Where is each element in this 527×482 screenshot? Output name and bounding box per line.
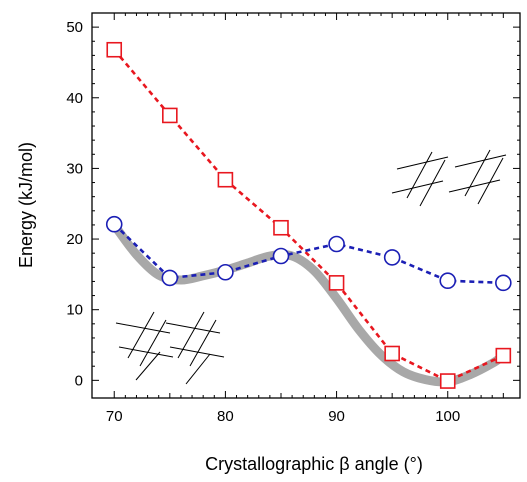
y-tick-label-20: 20 xyxy=(66,231,83,248)
circle-point-7 xyxy=(495,274,512,292)
plot-frame xyxy=(91,12,521,399)
circle-point-3 xyxy=(272,247,290,265)
x-tick-label-70: 70 xyxy=(106,408,123,425)
circle-point-0 xyxy=(105,215,123,233)
y-tick-label-10: 10 xyxy=(66,302,83,319)
square-point-3 xyxy=(273,219,289,236)
circle-point-6 xyxy=(439,272,457,290)
y-tick-label-0: 0 xyxy=(75,372,83,389)
series-markers-layer xyxy=(105,41,512,389)
y-tick-label-40: 40 xyxy=(66,90,83,107)
lattice-icon-lower xyxy=(115,311,225,385)
circle-point-1 xyxy=(161,269,179,287)
square-point-6 xyxy=(439,373,456,389)
tick-labels-layer: 70 80 90 100 0 10 20 30 40 50 xyxy=(66,19,460,425)
square-point-4 xyxy=(328,275,345,291)
series-lines-layer xyxy=(113,48,504,383)
y-tick-label-30: 30 xyxy=(66,160,83,177)
circle-point-4 xyxy=(328,235,345,253)
lattice-icon-upper xyxy=(391,149,507,207)
series-0-line xyxy=(113,48,504,383)
x-axis-label: Crystallographic β angle (°) xyxy=(205,454,423,474)
x-tick-label-80: 80 xyxy=(217,408,234,425)
gray-fit-curve xyxy=(109,220,508,387)
y-tick-label-50: 50 xyxy=(66,19,83,36)
x-tick-label-100: 100 xyxy=(435,408,460,425)
ticks-layer xyxy=(92,13,520,398)
square-point-5 xyxy=(384,345,400,362)
square-point-7 xyxy=(495,347,512,364)
series-1-line xyxy=(113,223,504,285)
circle-point-5 xyxy=(383,249,401,266)
y-axis-label: Energy (kJ/mol) xyxy=(16,142,36,268)
square-point-2 xyxy=(217,171,234,188)
x-tick-label-90: 90 xyxy=(328,408,345,425)
square-point-1 xyxy=(162,107,178,124)
square-point-0 xyxy=(106,41,123,58)
circle-point-2 xyxy=(217,263,234,281)
gray-curve-layer xyxy=(109,220,508,387)
